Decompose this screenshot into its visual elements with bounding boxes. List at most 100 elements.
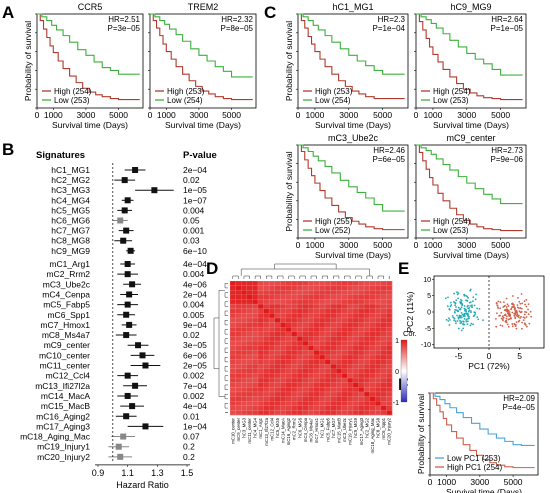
heatmap-cell	[324, 322, 331, 328]
heatmap-cell	[319, 373, 326, 379]
heatmap-cell	[230, 317, 236, 323]
heatmap-cell	[263, 359, 270, 365]
heatmap-cell	[347, 354, 354, 360]
heatmap-cell	[375, 285, 382, 291]
heatmap-cell	[380, 364, 387, 370]
heatmap-cell	[324, 354, 331, 360]
heatmap-cell	[291, 405, 298, 411]
heatmap-cell	[280, 313, 287, 319]
heatmap-cell	[324, 313, 331, 319]
km0-frame	[36, 13, 144, 109]
heatmap-cell	[252, 294, 259, 300]
heatmap-cell	[375, 396, 382, 402]
heatmap-col-label-18: hC7_MG7	[331, 417, 336, 437]
heatmap-cell	[330, 285, 337, 291]
pca-point-0	[466, 323, 469, 326]
heatmap-cell	[230, 359, 236, 365]
heatmap-col-label-15: mC7_Hmox1	[314, 417, 319, 443]
pca-point-1	[519, 317, 521, 319]
heatmap-cell	[302, 387, 309, 393]
heatmap-cell	[280, 387, 287, 393]
forest-col-pvalue: P-value	[183, 150, 217, 161]
forest-row-label-14: mC6_Spp1	[47, 310, 90, 320]
km9-xtick-label-0: 0	[428, 477, 433, 487]
km4-legend-label-0: High (255)	[315, 217, 353, 226]
pca-point-0	[457, 297, 459, 300]
heatmap-cell	[252, 387, 259, 393]
heatmap-cell	[241, 405, 248, 411]
heatmap-cell	[280, 290, 287, 296]
pca-point-1	[504, 314, 507, 317]
forest-point-5	[117, 217, 124, 224]
heatmap-cell	[369, 368, 376, 374]
heatmap-cell	[302, 405, 309, 411]
forest-point-23	[129, 403, 136, 410]
pca-point-0	[476, 307, 479, 310]
heatmap-cell	[246, 382, 253, 388]
pca-point-0	[456, 320, 459, 322]
heatmap-cell	[313, 382, 320, 388]
heatmap-cell	[352, 378, 359, 383]
heatmap-cell	[297, 373, 303, 379]
km9-xtick-label-1: 1000	[437, 477, 456, 487]
heatmap-cell	[280, 354, 287, 360]
heatmap-cell	[380, 341, 387, 346]
heatmap-cell	[358, 382, 365, 388]
heatmap-cell	[313, 317, 320, 323]
heatmap-cell	[319, 387, 326, 393]
heatmap-cell	[285, 410, 292, 416]
km2-legend-label-0: High (253)	[315, 87, 353, 96]
heatmap-cell	[375, 299, 382, 305]
pca-point-1	[523, 300, 526, 303]
heatmap-cell	[308, 290, 315, 296]
heatmap-cell	[313, 308, 320, 314]
heatmap-cell	[257, 281, 264, 286]
heatmap-cell	[352, 308, 359, 314]
heatmap-cell	[341, 331, 348, 337]
heatmap-cell	[285, 304, 292, 310]
heatmap-cell	[274, 373, 281, 379]
heatmap-cell	[257, 378, 264, 383]
heatmap-cell	[352, 359, 359, 365]
pca-point-0	[462, 313, 465, 316]
heatmap-cell	[269, 327, 275, 333]
heatmap-cell	[302, 313, 309, 319]
forest-xtick-label-2: 1.3	[151, 468, 164, 478]
heatmap-cell	[352, 285, 359, 291]
heatmap-cell	[330, 405, 337, 411]
forest-row-label-25: mC17_Aging3	[36, 421, 90, 431]
panel-letter-d: D	[206, 259, 218, 278]
heatmap-cell	[352, 299, 359, 305]
pca-point-0	[476, 316, 479, 319]
heatmap-cell	[291, 341, 298, 346]
heatmap-col-label-5: mC1_Arg1	[258, 417, 263, 438]
pca-point-1	[495, 302, 498, 304]
heatmap-cell	[352, 327, 359, 333]
heatmap-cell	[319, 359, 326, 365]
pca-point-1	[520, 293, 523, 295]
heatmap-cell	[330, 410, 337, 416]
km3-legend-label-0: High (254)	[433, 87, 471, 96]
heatmap-cell	[336, 336, 343, 342]
heatmap-cell	[358, 354, 365, 360]
km1-xlabel: Survival time (Days)	[165, 120, 241, 130]
pca-point-0	[457, 327, 460, 330]
heatmap-cell	[269, 281, 275, 286]
heatmap-cell	[235, 345, 242, 351]
forest-pvalue-5: 0.05	[183, 216, 200, 226]
heatmap-cell	[319, 364, 326, 370]
heatmap-col-label-16: hC1_MG1	[320, 417, 325, 437]
heatmap-col-label-27: mC6_Spp1	[381, 417, 386, 439]
forest-row-label-27: mC19_Injury1	[37, 442, 90, 452]
heatmap-cell	[241, 410, 248, 416]
km9-xtick-label-2: 3000	[470, 477, 489, 487]
heatmap-cell	[235, 336, 242, 342]
km3-xlabel: Survival time (Days)	[433, 120, 509, 130]
heatmap-cell	[291, 345, 298, 351]
heatmap-cell	[336, 294, 343, 300]
pca-point-0	[455, 322, 457, 325]
heatmap-cell	[291, 290, 298, 296]
heatmap-cell	[358, 410, 365, 416]
heatmap-cell	[257, 327, 264, 333]
heatmap-cell	[257, 359, 264, 365]
